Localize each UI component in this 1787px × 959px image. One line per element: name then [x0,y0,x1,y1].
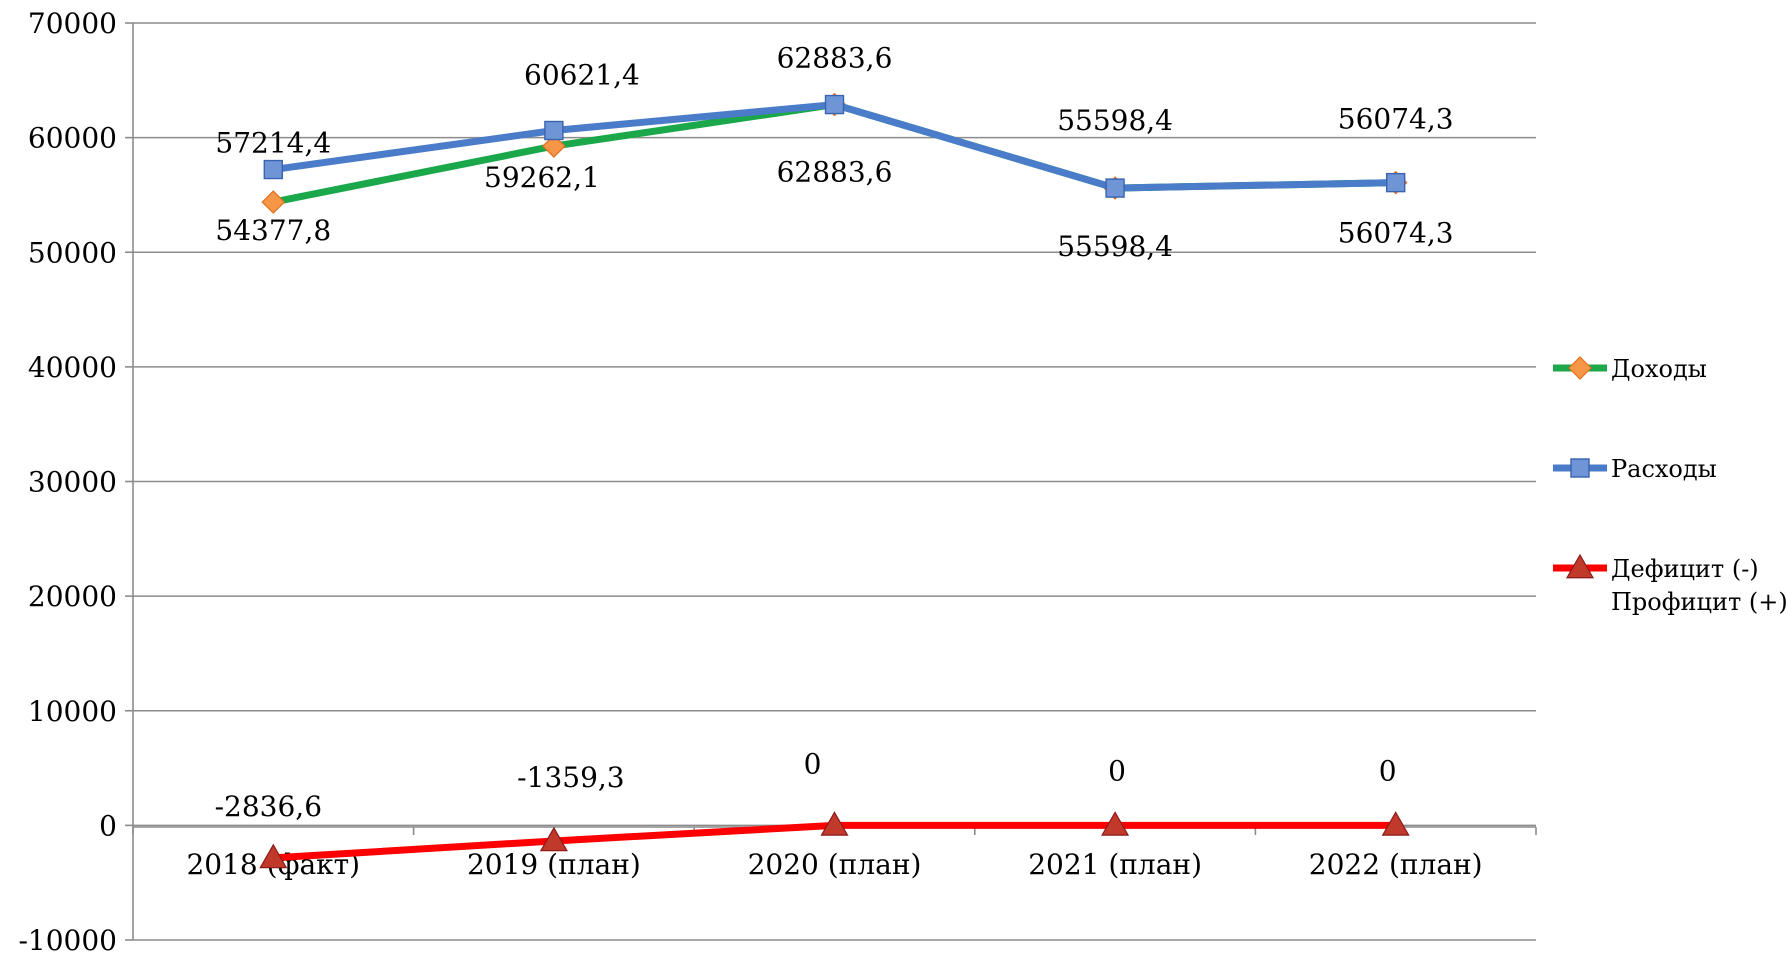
x-category-label: 2022 (план) [1309,848,1483,881]
data-label: 0 [1108,754,1126,787]
data-point [263,159,283,180]
series-2 [259,811,1410,869]
data-label: 55598,4 [1057,104,1173,137]
legend-item-1: Расходы [1553,455,1717,483]
data-point [1381,811,1410,836]
legend-item-0: Доходы [1553,355,1707,383]
data-labels: 54377,8 59262,1 62883,6 55598,4 56074,3 57214… [215,42,1454,823]
data-label: 0 [804,747,822,780]
data-label: 62883,6 [777,42,893,75]
data-label: 62883,6 [777,156,893,189]
data-point [544,120,564,141]
y-tick-label: 60000 [28,122,117,155]
data-label: -1359,3 [517,761,624,794]
data-point [542,134,566,158]
legend-label: Профицит (+) [1611,588,1787,616]
series-1 [263,94,1406,198]
legend: Доходы Расходы Дефицит (-) Профицит (+) [1553,355,1787,616]
legend-marker [1568,356,1592,380]
y-tick-label: 20000 [28,580,117,613]
y-tick-label: -10000 [18,924,117,957]
data-point [820,811,849,836]
data-label: 60621,4 [524,59,640,92]
legend-marker [1570,458,1590,478]
data-label: 59262,1 [484,161,600,194]
data-label: 56074,3 [1338,217,1454,250]
x-category-label: 2020 (план) [748,848,922,881]
data-label: 55598,4 [1057,230,1173,263]
data-point [539,826,568,852]
y-axis-tick-labels: -10000 0 10000 20000 30000 40000 50000 60000 700… [18,7,117,957]
y-tick-label: 30000 [28,466,117,499]
x-category-label: 2021 (план) [1028,848,1202,881]
y-tick-label: 10000 [28,695,117,728]
x-category-label: 2019 (план) [467,848,641,881]
x-axis-category-labels: 2018 (факт) 2019 (план) 2020 (план) 2021 (п… [186,848,1482,881]
data-label: 57214,4 [215,127,331,160]
gridlines [133,22,1536,941]
data-point [259,843,288,869]
y-tick-label: 50000 [28,236,117,269]
legend-item-2: Дефицит (-) Профицит (+) [1553,553,1787,616]
y-tick-label: 0 [99,809,117,842]
data-point [1385,172,1406,193]
y-tick-label: 40000 [28,351,117,384]
series-lines [259,92,1410,869]
legend-label: Дефицит (-) [1611,555,1759,583]
data-label: 56074,3 [1338,103,1454,136]
legend-label: Расходы [1611,455,1717,483]
data-label: -2836,6 [215,790,322,823]
data-label: 0 [1379,754,1397,787]
data-point [261,190,286,214]
data-point [824,94,845,115]
data-label: 54377,8 [215,214,331,247]
legend-label: Доходы [1611,355,1707,383]
data-point [1105,178,1125,198]
y-tick-label: 70000 [28,7,117,40]
data-point [1101,811,1130,836]
legend-marker [1565,553,1595,579]
